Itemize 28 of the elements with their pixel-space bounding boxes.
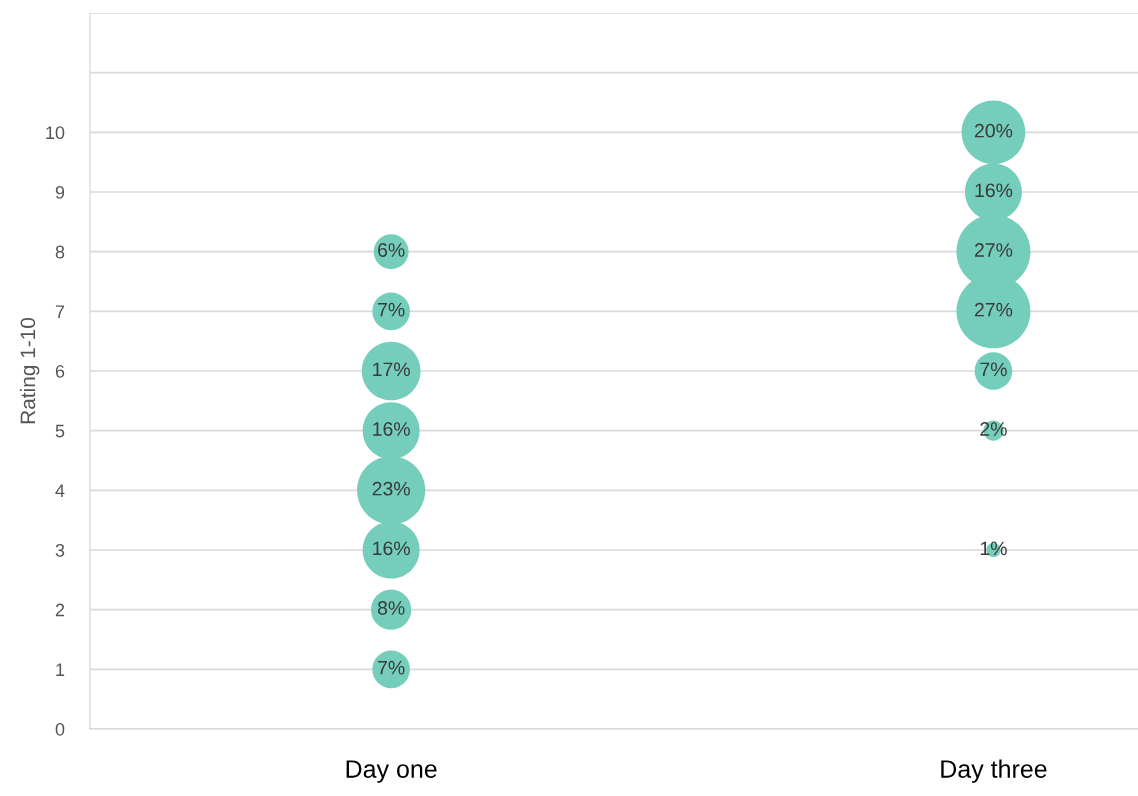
data-label: 16% bbox=[373, 541, 410, 556]
data-label: 16% bbox=[975, 183, 1013, 198]
data-label: 27% bbox=[974, 243, 1013, 257]
y-tick-label: 4 bbox=[55, 484, 65, 497]
data-label: 27% bbox=[974, 302, 1013, 317]
x-tick-label: Day three bbox=[941, 759, 1047, 783]
y-tick-label: 0 bbox=[55, 722, 65, 736]
y-tick-label: 9 bbox=[55, 185, 65, 199]
data-label: 7% bbox=[378, 660, 405, 675]
y-tick-label: 10 bbox=[46, 126, 65, 140]
data-label: 20% bbox=[974, 123, 1013, 138]
data-label: 7% bbox=[980, 362, 1007, 377]
data-label: 16% bbox=[373, 422, 410, 436]
y-tick-label: 8 bbox=[55, 245, 65, 259]
y-tick-label: 5 bbox=[55, 424, 65, 438]
y-tick-label: 1 bbox=[56, 663, 65, 676]
y-tick-label: 6 bbox=[55, 364, 65, 378]
data-label: 6% bbox=[378, 243, 405, 257]
y-tick-label: 7 bbox=[55, 305, 65, 318]
x-tick-label: Day one bbox=[346, 760, 437, 783]
y-axis-title: Rating 1-10 bbox=[19, 317, 40, 424]
data-label: 23% bbox=[372, 481, 410, 496]
data-label: 7% bbox=[378, 302, 405, 317]
data-label: 17% bbox=[373, 362, 410, 377]
data-label: 1% bbox=[980, 541, 1007, 556]
data-label: 8% bbox=[377, 601, 405, 615]
y-tick-label: 2 bbox=[55, 603, 65, 617]
y-tick-label: 3 bbox=[55, 543, 65, 557]
